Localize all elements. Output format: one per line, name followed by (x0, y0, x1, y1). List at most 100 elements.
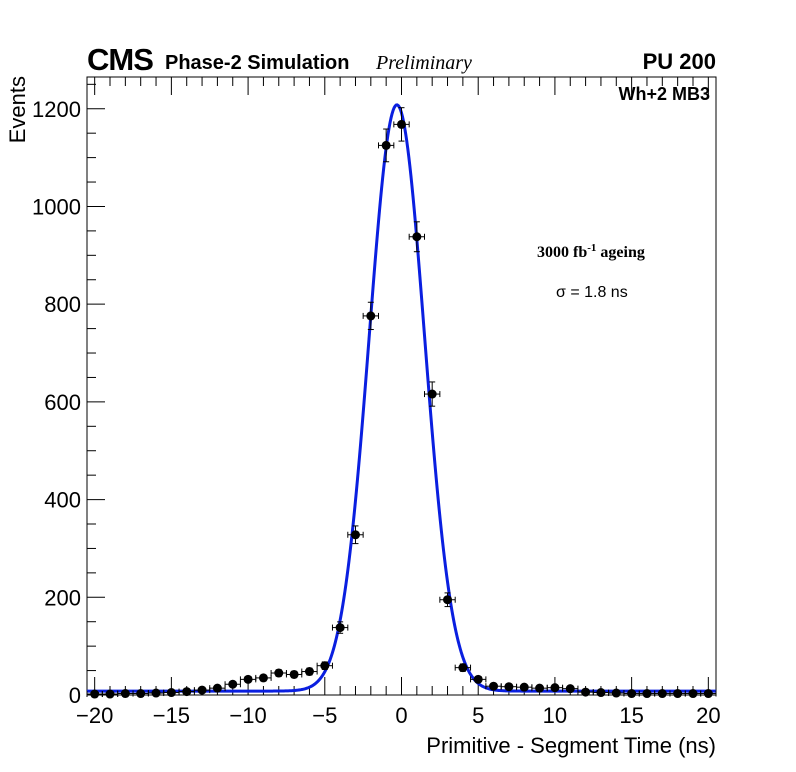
data-marker (136, 689, 146, 699)
data-point (546, 683, 564, 693)
data-point (500, 682, 518, 692)
data-point (700, 689, 717, 699)
data-point (239, 674, 257, 684)
y-axis-label: Events (5, 76, 30, 143)
data-marker (151, 688, 161, 698)
data-marker (581, 687, 591, 697)
data-marker (611, 688, 621, 698)
data-marker (489, 681, 499, 691)
data-marker (519, 682, 529, 692)
x-tick-label: 20 (696, 703, 720, 728)
data-point (531, 683, 548, 693)
x-tick-label: −5 (312, 703, 337, 728)
data-point (316, 661, 333, 671)
cms-label: CMS (87, 42, 153, 77)
y-tick-label: 800 (44, 292, 81, 317)
data-point (270, 668, 287, 678)
data-point (285, 669, 303, 679)
data-point (163, 688, 180, 698)
x-tick-label: −20 (76, 703, 113, 728)
data-point (347, 525, 364, 545)
preliminary-label: Preliminary (375, 52, 472, 74)
pileup-label: PU 200 (643, 49, 716, 74)
data-marker (366, 311, 376, 321)
data-marker (182, 687, 192, 697)
data-point (439, 592, 456, 608)
data-marker (228, 679, 238, 689)
data-marker (335, 623, 345, 633)
data-marker (166, 688, 176, 698)
data-point (408, 221, 426, 253)
data-point (193, 685, 211, 695)
data-point (393, 107, 410, 142)
data-marker (105, 689, 115, 699)
data-point (331, 621, 349, 634)
y-tick-label: 0 (69, 683, 81, 708)
data-marker (90, 689, 100, 699)
x-tick-label: 5 (472, 703, 484, 728)
data-marker (443, 595, 453, 605)
ageing-label: 3000 fb-1 ageing (537, 242, 645, 261)
data-marker (504, 682, 514, 692)
x-axis-label: Primitive - Segment Time (ns) (426, 733, 716, 758)
data-marker (657, 689, 667, 699)
data-marker (412, 232, 422, 242)
data-marker (212, 683, 222, 693)
data-marker (243, 674, 253, 684)
data-marker (473, 674, 483, 684)
x-tick-label: −10 (229, 703, 266, 728)
data-point (684, 689, 702, 699)
data-marker (458, 663, 468, 673)
plot-frame (86, 76, 717, 696)
channel-label: Wh+2 MB3 (618, 84, 710, 104)
data-marker (703, 689, 713, 699)
data-marker (535, 683, 545, 693)
fit-curve (87, 103, 716, 693)
data-point (454, 663, 472, 673)
y-tick-label: 400 (44, 488, 81, 513)
y-tick-label: 1200 (32, 97, 81, 122)
data-point (577, 687, 594, 697)
sigma-label: σ = 1.8 ns (556, 284, 628, 301)
data-marker (642, 689, 652, 699)
data-point (669, 689, 686, 699)
y-tick-label: 600 (44, 390, 81, 415)
data-point (362, 301, 379, 331)
data-point (623, 689, 640, 699)
x-tick-label: 10 (543, 703, 567, 728)
data-marker (274, 668, 284, 678)
ageing-prefix: 3000 fb (537, 244, 587, 261)
x-tick-label: −15 (153, 703, 190, 728)
data-marker (627, 689, 637, 699)
data-marker (258, 673, 268, 683)
data-marker (550, 683, 560, 693)
data-point (592, 688, 610, 698)
data-marker (673, 689, 683, 699)
data-point (470, 674, 487, 684)
data-marker (320, 661, 330, 671)
data-point (224, 679, 241, 689)
fit-layer (87, 103, 716, 693)
data-marker (304, 667, 314, 677)
data-marker (289, 669, 299, 679)
y-tick-label: 200 (44, 585, 81, 610)
x-tick-label: 15 (619, 703, 643, 728)
y-tick-label: 1000 (32, 194, 81, 219)
data-point (301, 667, 318, 677)
data-marker (381, 140, 391, 150)
x-tick-label: 0 (395, 703, 407, 728)
data-point (562, 684, 579, 694)
data-marker (397, 119, 406, 129)
data-marker (427, 389, 437, 399)
simulation-label: Phase-2 Simulation (165, 52, 350, 74)
data-marker (197, 685, 207, 695)
ageing-suffix: ageing (596, 244, 644, 261)
data-point (255, 673, 272, 683)
data-point (424, 381, 441, 407)
data-marker (120, 689, 130, 699)
data-marker (350, 530, 360, 540)
data-point (485, 681, 502, 691)
data-point (377, 128, 395, 163)
